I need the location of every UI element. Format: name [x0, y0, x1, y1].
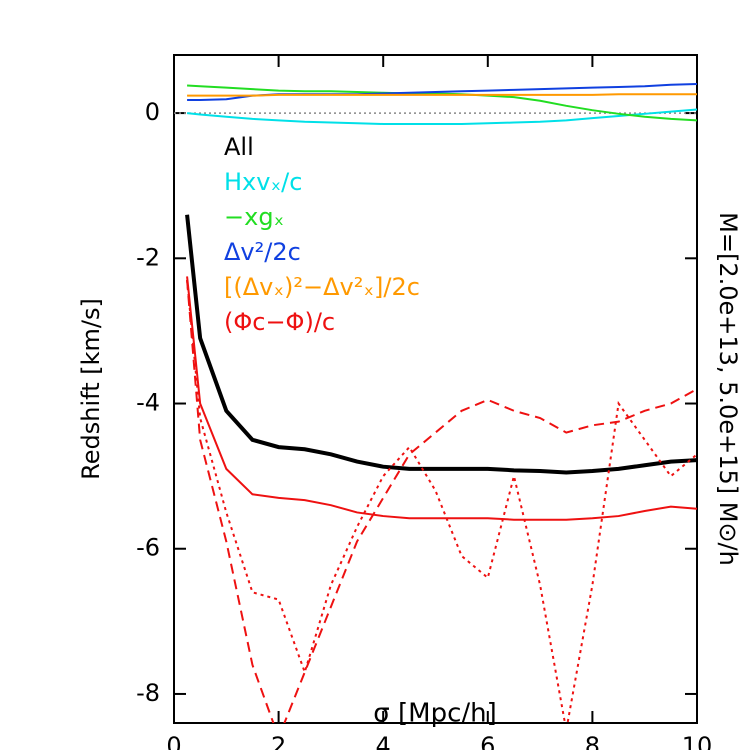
series-line	[187, 84, 697, 122]
legend-entry: −xgₓ	[224, 203, 284, 231]
x-tick-label: 6	[480, 732, 495, 750]
x-tick-label: 4	[376, 732, 391, 750]
series-line	[186, 279, 697, 723]
y-tick-label: 0	[145, 98, 160, 126]
y-tick-label: -4	[136, 389, 160, 417]
x-axis-label: σ [Mpc/h]	[373, 699, 497, 729]
legend-entry: (Φc−Φ)/c	[224, 308, 335, 336]
y-axis-label: Redshift [km/s]	[77, 298, 105, 480]
plot-frame	[173, 54, 698, 724]
x-tick-label: 8	[585, 732, 600, 750]
series-line	[186, 276, 697, 521]
series-line	[187, 83, 697, 102]
series-line	[186, 108, 697, 125]
x-tick-label: 0	[166, 732, 181, 750]
y-tick-label: -8	[136, 679, 160, 707]
y-tick-label: -2	[136, 243, 160, 271]
x-tick-label: 2	[271, 732, 286, 750]
legend-entry: [(Δvₓ)²−Δv²ₓ]/2c	[224, 273, 420, 301]
plot-area	[174, 83, 697, 723]
series-line	[187, 93, 697, 97]
legend-entry: All	[224, 133, 254, 161]
series-line	[185, 214, 697, 475]
legend-entry: Hxvₓ/c	[224, 168, 302, 196]
annotation: M=[2.0e+13, 5.0e+15] M⊙/h	[714, 212, 742, 566]
legend-entry: Δv²/2c	[224, 238, 301, 266]
y-tick-label: -6	[136, 534, 160, 562]
x-tick-label: 10	[682, 732, 713, 750]
series-line	[186, 280, 697, 723]
